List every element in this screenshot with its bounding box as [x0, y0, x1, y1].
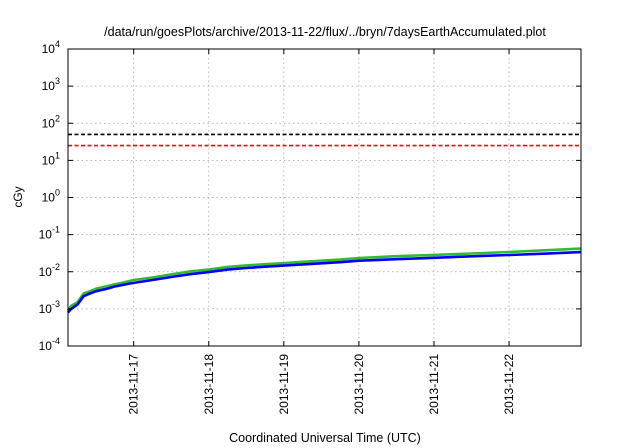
y-tick-label: 103: [42, 76, 60, 93]
x-tick-label: 2013-11-21: [427, 354, 441, 415]
tick-label-layer: 10-4 10-3 10-2 10-1 100 101 102 103 104 2013-11-1…: [39, 39, 516, 415]
chart-title: /data/run/goesPlots/archive/2013-11-22/f…: [104, 25, 546, 39]
x-axis-label: Coordinated Universal Time (UTC): [229, 431, 421, 445]
x-tick-label: 2013-11-19: [277, 354, 291, 415]
series-line: [67, 250, 582, 314]
y-tick-label: 10-3: [39, 299, 60, 316]
x-tick-label: 2013-11-18: [202, 354, 216, 415]
y-axis-label: cGy: [11, 186, 25, 207]
y-tick-label: 10-2: [39, 262, 60, 279]
reference-lines: [68, 133, 581, 147]
y-tick-label: 101: [42, 150, 60, 167]
tick-layer: [68, 48, 581, 347]
y-tick-label: 104: [42, 39, 60, 56]
y-tick-label: 100: [42, 188, 60, 205]
x-tick-label: 2013-11-22: [502, 354, 516, 415]
y-tick-label: 102: [42, 113, 60, 130]
x-tick-label: 2013-11-20: [352, 354, 366, 415]
series-line: [66, 247, 582, 312]
series-layer: [66, 247, 582, 314]
y-tick-label: 10-4: [39, 336, 60, 353]
y-tick-label: 10-1: [39, 225, 60, 242]
grid-layer: [68, 49, 581, 346]
x-tick-label: 2013-11-17: [127, 354, 141, 415]
